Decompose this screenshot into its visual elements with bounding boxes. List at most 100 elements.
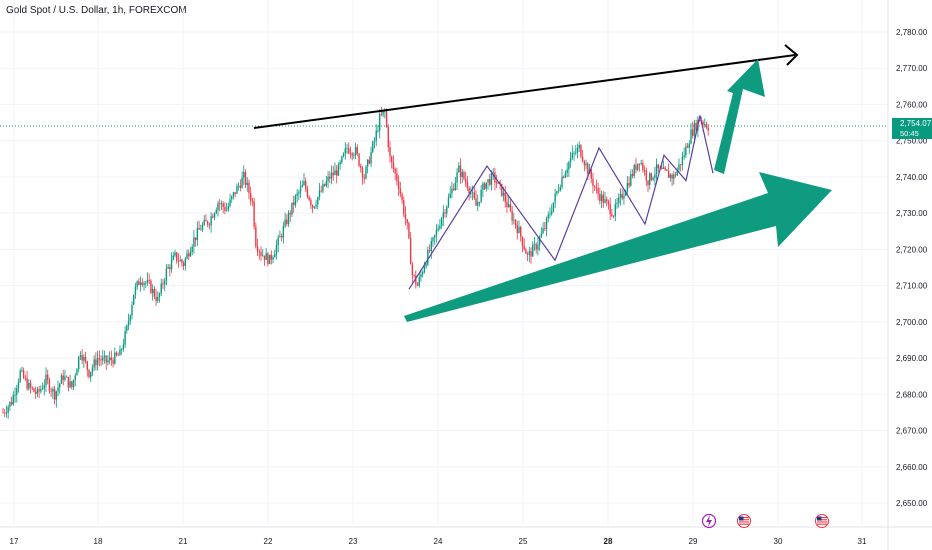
candle-body	[440, 218, 443, 227]
candle-body	[645, 170, 647, 181]
candle-body	[435, 230, 438, 236]
candle-body	[550, 211, 553, 214]
candle-body	[554, 193, 556, 203]
candle-body	[169, 267, 171, 270]
candle-body	[131, 304, 133, 316]
candle-body	[96, 358, 99, 366]
candle-body	[566, 169, 568, 174]
candle-body	[349, 153, 352, 154]
candle-body	[64, 376, 66, 380]
candle-body	[408, 222, 410, 239]
candle-body	[420, 274, 422, 278]
candle-body	[391, 156, 393, 162]
lightning-icon[interactable]	[701, 513, 717, 529]
flag-icon-stripe	[817, 521, 827, 523]
candle-body	[76, 369, 78, 376]
candle-body	[231, 196, 233, 200]
candle-body	[177, 260, 180, 262]
candle-body	[401, 193, 403, 201]
candle-body	[47, 374, 49, 381]
candle-body	[151, 288, 154, 294]
candle-body	[60, 375, 63, 384]
candle-body	[110, 357, 113, 361]
candle-body	[635, 165, 637, 170]
flag-icon-canton	[817, 516, 822, 521]
candle-body	[471, 192, 474, 194]
candle-body	[468, 188, 470, 194]
candle-body	[636, 163, 639, 170]
candle-body	[624, 192, 627, 196]
candle-body	[270, 254, 273, 260]
candle-body	[253, 201, 255, 227]
candle-body	[43, 385, 45, 389]
candle-body	[332, 172, 334, 176]
candle-body	[698, 120, 701, 122]
candle-body	[100, 359, 102, 361]
candle-body	[372, 142, 374, 152]
candle-body	[213, 213, 216, 218]
candle-body	[143, 282, 145, 285]
candle-body	[31, 387, 33, 389]
candle-body	[642, 162, 644, 171]
candle-body	[308, 196, 310, 201]
candle-body	[690, 129, 692, 144]
candle-body	[475, 198, 477, 206]
candle-body	[249, 193, 252, 201]
candle-body	[181, 259, 183, 263]
y-tick-label: 2,670.00	[896, 427, 928, 436]
candle-body	[325, 181, 328, 186]
candle-body	[614, 204, 617, 217]
us-flag-icon[interactable]	[737, 514, 751, 528]
us-flag-icon[interactable]	[815, 514, 829, 528]
candle-body	[461, 171, 463, 177]
flag-icon-canton	[739, 516, 744, 521]
candle-body	[447, 197, 450, 207]
candle-body	[583, 161, 586, 166]
candle-body	[112, 360, 114, 364]
candle-body	[593, 186, 596, 188]
candle-body	[26, 378, 28, 389]
candle-body	[373, 140, 376, 143]
candle-body	[409, 238, 412, 265]
candle-body	[427, 250, 429, 265]
flag-icon-stripe	[817, 517, 827, 519]
candle-body	[702, 121, 704, 125]
candle-body	[568, 162, 570, 170]
candle-body	[84, 356, 87, 362]
candle-body	[262, 255, 264, 257]
x-tick-label: 24	[434, 537, 443, 546]
candle-body	[526, 253, 529, 255]
big-green-arrow	[404, 172, 832, 322]
candle-body	[95, 359, 97, 366]
candle-body	[71, 381, 73, 388]
candle-body	[370, 151, 372, 164]
candle-body	[320, 190, 322, 192]
candle-body	[661, 167, 663, 169]
candle-body	[292, 202, 295, 206]
candle-body	[184, 258, 187, 266]
candle-body	[638, 163, 641, 165]
candle-body	[662, 167, 665, 169]
candle-body	[678, 164, 680, 170]
candle-body	[673, 174, 675, 179]
candle-body	[444, 212, 446, 214]
candle-body	[86, 361, 88, 370]
candle-body	[530, 251, 532, 257]
candle-body	[692, 129, 694, 136]
candle-body	[294, 195, 297, 206]
candle-body	[544, 228, 546, 230]
candle-body	[34, 391, 37, 394]
candle-body	[532, 244, 534, 257]
y-axis: 2,780.00 2,770.00 2,760.00 2,750.00 2,740.00…	[887, 0, 928, 550]
candle-body	[664, 167, 666, 170]
candle-body	[241, 177, 243, 188]
candle-body	[28, 382, 30, 389]
event-icons[interactable]	[701, 513, 829, 529]
candle-body	[145, 282, 147, 284]
candle-body	[480, 189, 482, 202]
candle-body	[243, 171, 245, 178]
chart-title: Gold Spot / U.S. Dollar, 1h, FOREXCOM	[6, 5, 187, 16]
candle-body	[525, 249, 527, 254]
candle-body	[212, 216, 214, 218]
